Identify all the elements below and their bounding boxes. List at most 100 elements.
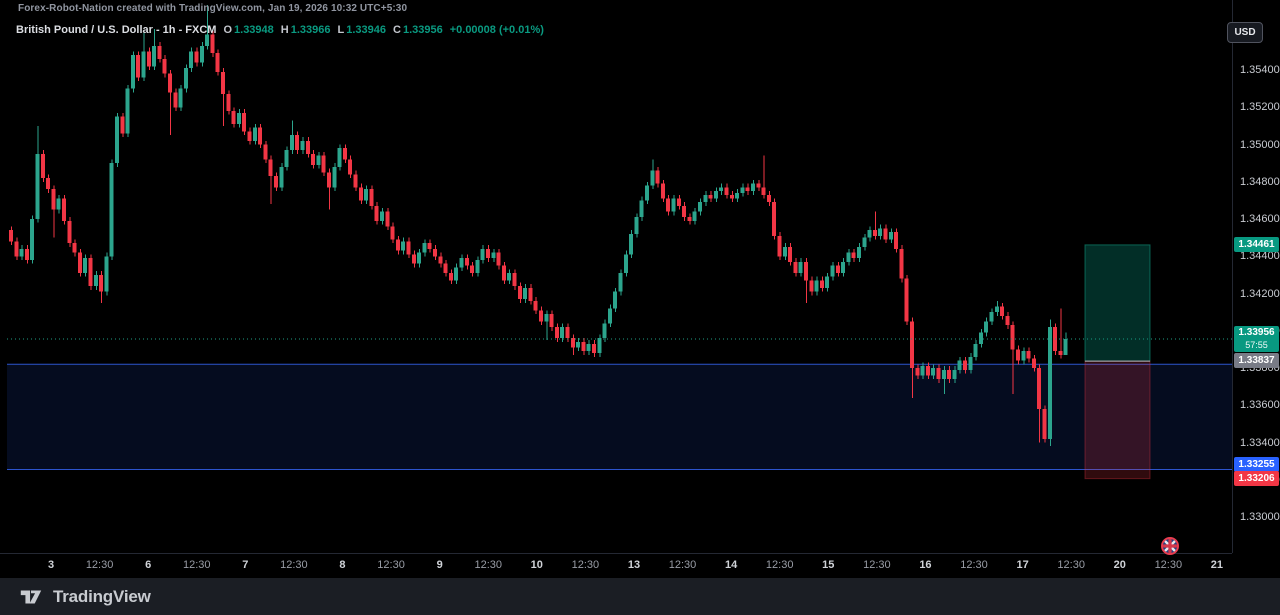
candle-body	[295, 135, 300, 151]
candle-body	[411, 254, 416, 264]
candle-body	[576, 341, 581, 348]
economic-event-icon[interactable]	[1161, 537, 1179, 555]
chart-area[interactable]	[0, 0, 1232, 553]
candle-body	[152, 45, 157, 67]
time-tick-day: 7	[242, 559, 249, 571]
candle-body	[316, 155, 321, 165]
candle-body	[761, 187, 766, 195]
candle-body	[24, 248, 29, 260]
symbol-title[interactable]: British Pound / U.S. Dollar - 1h - FXCM	[16, 24, 217, 36]
candle-body	[645, 185, 649, 201]
candle-body	[284, 150, 289, 167]
candle-body	[417, 252, 422, 264]
profit-zone[interactable]	[1084, 244, 1151, 362]
time-axis[interactable]: 3 12:30 6 12:30 7 12:30 8 12:30 9 12:30 10 12:30 13 1…	[0, 553, 1232, 579]
candle-body	[385, 211, 390, 227]
candle-body	[433, 248, 437, 257]
time-tick-day: 6	[145, 559, 152, 571]
candle-body	[888, 232, 893, 240]
candle-body	[1021, 351, 1026, 361]
attribution-text: Forex-Robot-Nation created with TradingV…	[18, 3, 408, 14]
candle-body	[470, 265, 475, 274]
candle-body	[258, 127, 263, 145]
candle-body	[788, 246, 793, 262]
candle-body	[629, 233, 634, 255]
candle-body	[268, 159, 273, 177]
tradingview-logo[interactable]: TradingView	[18, 584, 151, 610]
demand-zone[interactable]	[7, 363, 1232, 471]
candle-body	[724, 187, 729, 195]
candle-body	[215, 53, 220, 72]
candle-body	[894, 232, 899, 249]
currency-toggle-button[interactable]: USD	[1227, 22, 1263, 43]
candle-body	[364, 189, 369, 201]
candle-body	[72, 243, 77, 253]
candle-body	[920, 366, 925, 376]
candle-body	[83, 258, 88, 274]
candle-body	[475, 259, 480, 274]
candle-body	[236, 112, 241, 125]
candle-body	[872, 230, 877, 236]
price-axis[interactable]: 1.35400 1.35200 1.35000 1.34800 1.34600 1.344…	[1232, 0, 1280, 553]
long-position-tool[interactable]	[1084, 244, 1151, 480]
candle-body	[459, 258, 464, 268]
entry-price-badge: 1.33837	[1234, 353, 1279, 369]
time-tick-hour: 12:30	[765, 559, 794, 571]
candle-body	[941, 369, 946, 380]
candle-body	[1010, 325, 1015, 350]
candle-body	[173, 92, 178, 108]
candle-body	[332, 166, 337, 188]
candle-body	[30, 219, 35, 260]
loss-zone[interactable]	[1084, 360, 1151, 480]
target-price-badge: 1.34461	[1234, 236, 1279, 252]
candle-body	[221, 71, 225, 95]
candle-body	[305, 140, 310, 154]
candle-body	[904, 278, 909, 322]
candle-body	[178, 88, 183, 108]
change-value: +0.00008 (+0.01%)	[449, 24, 544, 36]
candle-body	[655, 170, 660, 184]
candle-body	[311, 153, 316, 165]
candle-body	[809, 280, 814, 292]
candle-body	[146, 51, 151, 67]
candle-body	[570, 338, 575, 348]
time-tick-hour: 12:30	[960, 559, 988, 571]
candle-body	[125, 88, 130, 134]
candle-body	[189, 51, 194, 69]
candle-body	[1005, 315, 1010, 326]
candle-body	[491, 252, 496, 259]
candle-body	[480, 248, 485, 260]
candle-body	[205, 34, 210, 46]
price-tick-label: 1.34600	[1240, 213, 1280, 225]
candle-body	[713, 191, 718, 199]
candle-body	[77, 252, 82, 274]
candle-body	[729, 194, 734, 199]
candle-body	[40, 153, 45, 179]
candle-body	[756, 183, 761, 188]
candle-body	[772, 202, 777, 236]
candle-body	[1000, 306, 1005, 316]
candle-body	[67, 220, 72, 244]
time-tick-hour: 12:30	[571, 559, 600, 571]
candle-body	[798, 261, 803, 274]
candle-body	[607, 308, 612, 324]
candle-body	[947, 369, 952, 380]
candle-body	[841, 261, 846, 274]
candle-body	[708, 194, 713, 199]
candle-body	[427, 243, 432, 249]
candle-body	[19, 248, 24, 257]
attribution-bar: Forex-Robot-Nation created with TradingV…	[0, 0, 1280, 18]
candle-body	[337, 148, 342, 167]
candle-body	[602, 323, 607, 339]
close-value: 1.33956	[402, 24, 443, 36]
candle-body	[592, 343, 596, 354]
high-value: 1.33966	[290, 24, 331, 36]
candle-body	[931, 368, 936, 376]
candle-body	[1063, 338, 1068, 355]
candle-body	[443, 263, 448, 274]
time-tick-day: 9	[436, 559, 443, 571]
candle-body	[618, 273, 623, 292]
candle-body	[369, 189, 374, 206]
chart-legend[interactable]: British Pound / U.S. Dollar - 1h - FXCM …	[16, 22, 544, 38]
candle-body	[671, 198, 676, 212]
